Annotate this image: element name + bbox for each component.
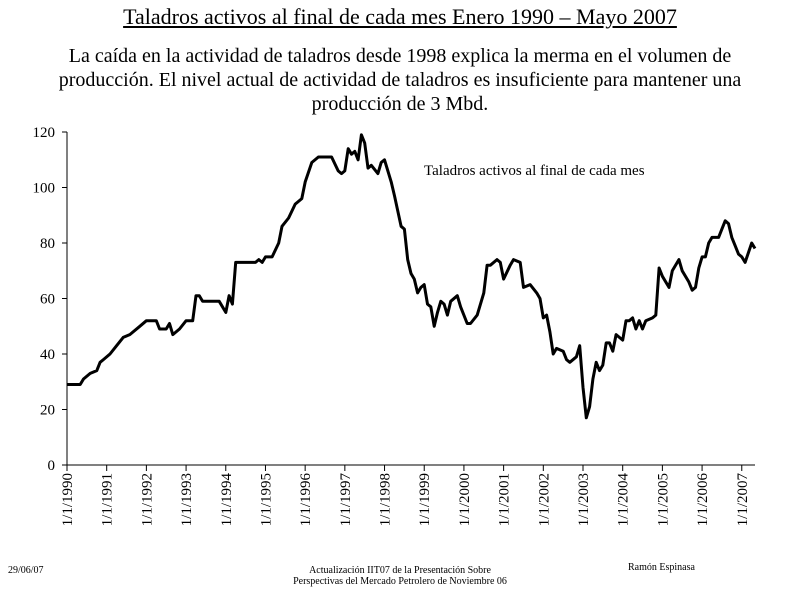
y-tick-label: 40 <box>40 347 55 363</box>
x-tick-label: 1/1/1996 <box>298 473 314 527</box>
x-tick-label: 1/1/1991 <box>100 473 116 526</box>
x-tick-label: 1/1/2001 <box>497 473 513 526</box>
x-tick-label: 1/1/1997 <box>338 473 354 527</box>
x-tick-label: 1/1/2000 <box>457 473 473 526</box>
y-tick-label: 100 <box>33 181 56 197</box>
chart-title: Taladros activos al final de cada mes En… <box>123 4 677 29</box>
x-tick-label: 1/1/1990 <box>60 473 76 526</box>
x-tick-label: 1/1/2003 <box>576 473 592 526</box>
y-tick-label: 120 <box>33 125 56 141</box>
y-tick-label: 20 <box>40 403 55 419</box>
x-tick-label: 1/1/1999 <box>417 473 433 526</box>
footer-line: Actualización IIT07 de la Presentación S… <box>309 565 491 576</box>
x-tick-label: 1/1/1993 <box>179 473 195 526</box>
footer-date: 29/06/07 <box>8 565 44 576</box>
x-tick-label: 1/1/2006 <box>695 473 711 527</box>
chart-subtitle: La caída en la actividad de taladros des… <box>58 45 742 115</box>
footer-center: Actualización IIT07 de la Presentación S… <box>250 565 550 587</box>
y-tick-label: 80 <box>40 236 55 252</box>
y-tick-label: 0 <box>48 458 56 474</box>
x-tick-label: 1/1/1995 <box>258 473 274 526</box>
x-tick-label: 1/1/1998 <box>378 473 394 526</box>
x-tick-label: 1/1/2005 <box>655 473 671 526</box>
series-label: Taladros activos al final de cada mes <box>424 163 645 179</box>
x-tick-label: 1/1/2002 <box>536 473 552 526</box>
x-tick-label: 1/1/2007 <box>735 473 751 527</box>
x-tick-label: 1/1/1994 <box>219 473 235 527</box>
x-tick-label: 1/1/2004 <box>616 473 632 527</box>
data-line <box>67 133 757 420</box>
y-tick-label: 60 <box>40 292 55 308</box>
x-tick-label: 1/1/1992 <box>139 473 155 526</box>
footer-author: Ramón Espinasa <box>628 562 695 573</box>
footer-line: Perspectivas del Mercado Petrolero de No… <box>293 576 507 587</box>
